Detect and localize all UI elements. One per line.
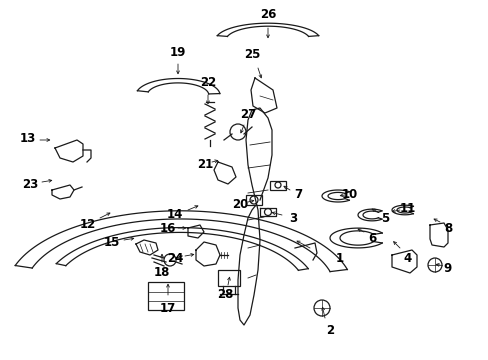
Text: 2: 2 [325, 324, 333, 337]
Text: 18: 18 [154, 266, 170, 279]
Text: 28: 28 [216, 288, 233, 302]
Text: 16: 16 [160, 221, 176, 234]
Text: 14: 14 [166, 208, 183, 221]
Text: 17: 17 [160, 302, 176, 315]
Bar [218, 270, 240, 286]
Text: 9: 9 [443, 261, 451, 274]
Text: 3: 3 [288, 211, 296, 225]
Text: 11: 11 [399, 202, 415, 215]
Text: 5: 5 [380, 211, 388, 225]
Text: 25: 25 [244, 49, 260, 62]
Text: 12: 12 [80, 219, 96, 231]
Text: 10: 10 [341, 189, 357, 202]
Text: 21: 21 [197, 158, 213, 171]
Text: 23: 23 [22, 179, 38, 192]
Text: 24: 24 [166, 252, 183, 265]
Bar [269, 181, 285, 190]
Text: 26: 26 [259, 9, 276, 22]
Text: 8: 8 [443, 221, 451, 234]
Text: 6: 6 [367, 231, 375, 244]
Text: 22: 22 [200, 76, 216, 89]
Text: 15: 15 [103, 235, 120, 248]
Text: 27: 27 [240, 108, 256, 122]
Text: 1: 1 [335, 252, 344, 265]
Text: 13: 13 [20, 131, 36, 144]
Text: 20: 20 [231, 198, 247, 211]
Bar [245, 195, 262, 205]
Text: 19: 19 [169, 45, 186, 58]
Text: 7: 7 [293, 189, 302, 202]
Bar [148, 282, 183, 310]
Text: 4: 4 [403, 252, 411, 265]
